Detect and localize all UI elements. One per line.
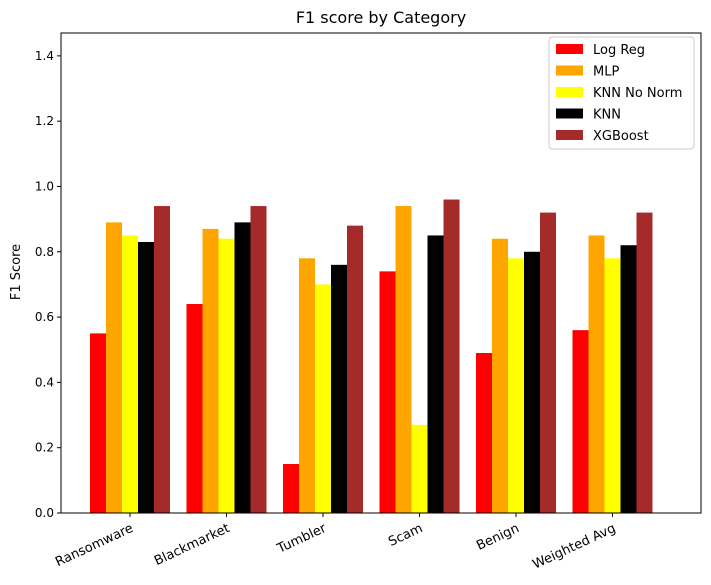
bar-xgboost-scam xyxy=(443,199,460,513)
bar-knn-no-norm-ransomware xyxy=(122,235,138,513)
legend-label: KNN xyxy=(593,108,621,123)
bar-knn-tumbler xyxy=(331,264,347,513)
bar-knn-no-norm-tumbler xyxy=(315,284,331,513)
bar-log-reg-scam xyxy=(379,271,396,513)
legend-swatch xyxy=(556,44,583,54)
x-tick-label: Tumbler xyxy=(274,521,329,557)
x-tick-label: Blackmarket xyxy=(152,521,232,569)
bar-xgboost-blackmarket xyxy=(250,206,267,513)
x-tick-label: Weighted Avg xyxy=(531,521,619,573)
bar-knn-blackmarket xyxy=(234,222,251,513)
legend-swatch xyxy=(556,108,583,119)
bar-log-reg-tumbler xyxy=(283,464,299,513)
bar-mlp-ransomware xyxy=(106,222,122,513)
bar-log-reg-benign xyxy=(476,353,492,513)
y-tick-label: 1.2 xyxy=(35,114,54,128)
x-axis: Ransomware Blackmarket Tumbler Scam Benign We… xyxy=(53,513,618,573)
y-tick-label: 1.4 xyxy=(35,49,54,63)
legend: Log Reg MLP KNN No Norm KNN XGBoost xyxy=(548,36,695,150)
legend-swatch xyxy=(556,87,583,97)
legend-label: MLP xyxy=(593,65,619,80)
legend-swatch xyxy=(556,65,583,76)
y-tick-label: 0.2 xyxy=(35,441,54,455)
y-axis-label: F1 Score xyxy=(9,244,24,300)
x-tick-label: Ransomware xyxy=(53,521,135,570)
bar-xgboost-ransomware xyxy=(154,206,170,513)
y-tick-label: 0.8 xyxy=(35,245,54,259)
chart-title: F1 score by Category xyxy=(296,8,466,27)
y-axis: 0.0 0.2 0.4 0.6 0.8 1.0 1.2 1.4 xyxy=(35,49,61,520)
bar-knn-no-norm-scam xyxy=(411,424,428,513)
bar-mlp-blackmarket xyxy=(202,228,219,513)
bar-log-reg-weighted-avg xyxy=(572,330,589,513)
legend-swatch xyxy=(556,130,583,140)
y-tick-label: 0.4 xyxy=(35,375,54,389)
plot-frame xyxy=(60,32,702,514)
bar-mlp-weighted-avg xyxy=(588,235,605,513)
bar-mlp-benign xyxy=(492,238,508,513)
bar-knn-no-norm-benign xyxy=(508,258,524,513)
y-tick-label: 1.0 xyxy=(35,179,54,193)
legend-label: KNN No Norm xyxy=(593,86,682,101)
bar-knn-no-norm-weighted-avg xyxy=(604,258,621,513)
bar-knn-benign xyxy=(524,251,540,513)
bar-knn-weighted-avg xyxy=(620,245,637,513)
bars-group xyxy=(90,199,653,513)
y-tick-label: 0.6 xyxy=(35,310,54,324)
legend-label: XGBoost xyxy=(593,129,649,144)
legend-label: Log Reg xyxy=(593,43,645,58)
bar-mlp-scam xyxy=(395,206,412,513)
bar-knn-ransomware xyxy=(138,241,154,513)
bar-knn-scam xyxy=(427,235,444,513)
bar-xgboost-tumbler xyxy=(347,225,363,513)
bar-mlp-tumbler xyxy=(299,258,315,513)
bar-knn-no-norm-blackmarket xyxy=(218,238,235,513)
bar-log-reg-ransomware xyxy=(90,333,106,513)
x-tick-label: Scam xyxy=(386,521,425,550)
bar-xgboost-weighted-avg xyxy=(636,212,653,513)
legend-box xyxy=(548,36,695,150)
x-tick-label: Benign xyxy=(474,521,521,554)
bar-xgboost-benign xyxy=(540,212,556,513)
bar-log-reg-blackmarket xyxy=(186,304,203,513)
y-tick-label: 0.0 xyxy=(35,506,54,520)
